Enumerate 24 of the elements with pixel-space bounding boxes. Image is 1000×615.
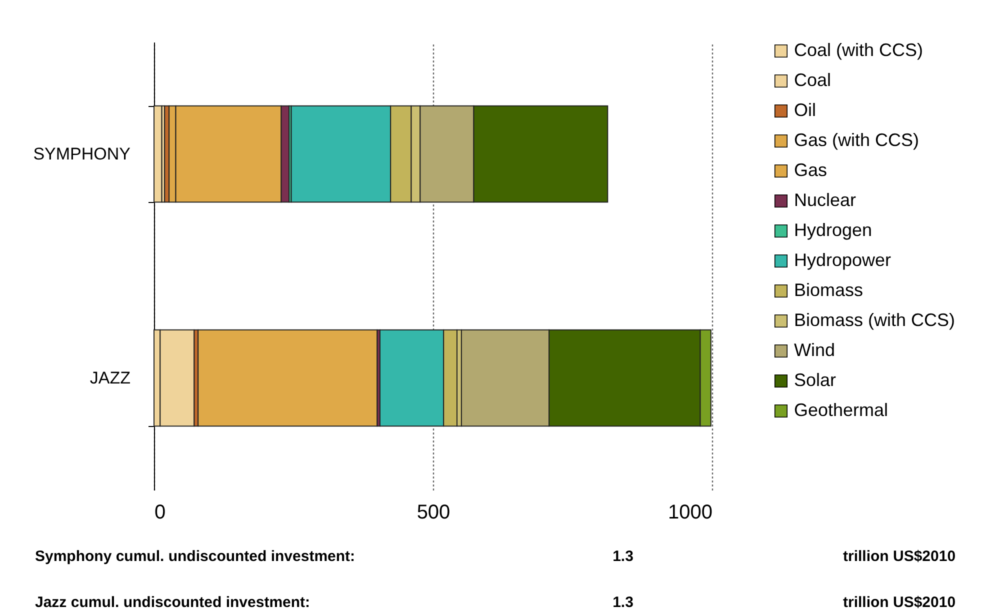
text: Symphony cumul. undiscounted investment: — [35, 548, 356, 565]
legend-label: Biomass (with CCS) — [794, 310, 956, 330]
legend-label: Hydrogen — [794, 220, 872, 240]
x-tick-label: 0 — [154, 502, 166, 524]
text: 1.3 — [612, 594, 634, 611]
y-tick-label: SYMPHONY — [33, 144, 130, 164]
legend-label: Nuclear — [794, 190, 856, 210]
legend-label: Gas (with CCS) — [794, 130, 920, 150]
legend-label: Hydropower — [794, 250, 892, 270]
x-tick-label: 500 — [416, 502, 450, 524]
legend-label: Wind — [794, 340, 836, 360]
text: Jazz cumul. undiscounted investment: — [35, 594, 310, 611]
legend-label: Coal (with CCS) — [794, 40, 924, 60]
legend-label: Geothermal — [794, 400, 888, 420]
legend-label: Gas — [794, 160, 828, 180]
text: trillion US$2010 — [843, 548, 956, 565]
legend-label: Coal — [794, 70, 832, 90]
y-tick-label: JAZZ — [90, 368, 130, 388]
legend-label: Biomass — [794, 280, 864, 300]
legend-label: Solar — [794, 370, 836, 390]
legend-label: Oil — [794, 100, 816, 120]
x-tick-label: 1000 — [668, 502, 712, 524]
text: trillion US$2010 — [843, 594, 956, 611]
text: 1.3 — [612, 548, 634, 565]
